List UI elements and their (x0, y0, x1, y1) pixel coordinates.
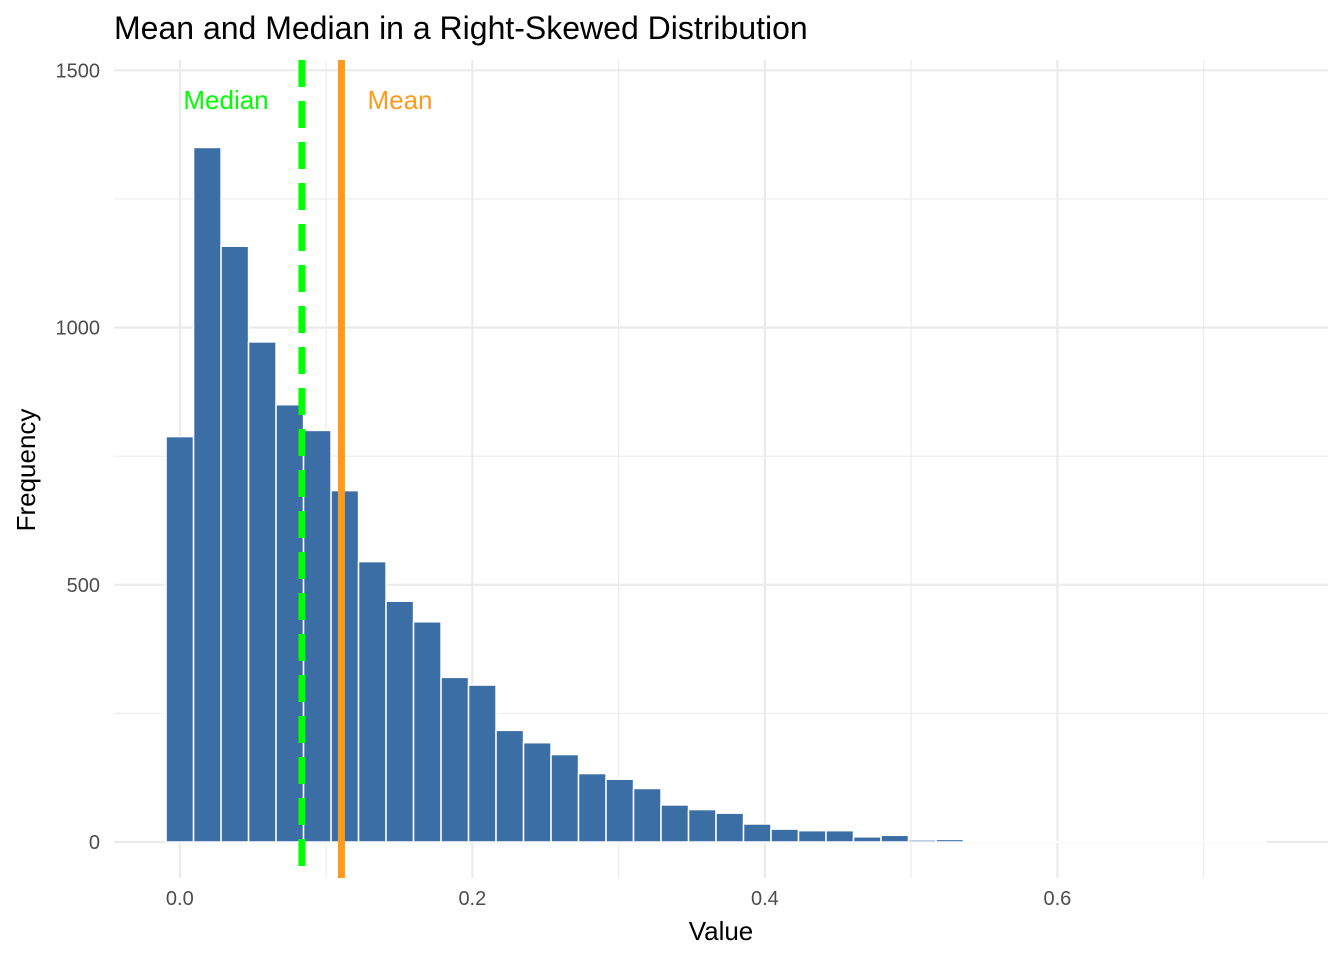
y-tick-label: 0 (89, 832, 100, 854)
histogram-bar (687, 808, 717, 843)
histogram-bar (1127, 840, 1157, 843)
histogram-bar (962, 840, 992, 843)
histogram-bar (1100, 840, 1130, 843)
histogram-bar (247, 341, 277, 843)
histogram-bar (495, 729, 525, 843)
histogram-bars (165, 146, 1267, 843)
x-tick-label: 0.4 (751, 888, 779, 910)
histogram-bar (632, 787, 662, 843)
histogram-bar (1182, 840, 1212, 843)
histogram-bar (165, 435, 195, 843)
reference-lines (298, 60, 345, 878)
histogram-bar (907, 839, 937, 843)
x-axis-title: Value (689, 916, 754, 946)
x-tick-label: 0.6 (1044, 888, 1072, 910)
histogram-bar (412, 621, 442, 843)
histogram-bar (605, 778, 635, 843)
x-tick-label: 0.2 (458, 888, 486, 910)
histogram-bar (990, 840, 1020, 843)
histogram-bar (440, 676, 470, 843)
tick-labels: 0.0 0.2 0.4 0.6 0 500 1000 1500 (56, 60, 1072, 910)
histogram-bar (1017, 840, 1047, 843)
x-tick-label: 0.0 (166, 888, 194, 910)
histogram-bar (1072, 840, 1102, 843)
median-annotation: Median (183, 85, 268, 115)
histogram-bar (935, 838, 965, 843)
histogram-bar (1237, 840, 1267, 843)
y-tick-label: 1000 (56, 318, 101, 340)
y-tick-label: 1500 (56, 60, 101, 82)
histogram-bar (880, 834, 910, 843)
histogram-bar (660, 804, 690, 843)
histogram-bar (852, 836, 882, 843)
histogram-bar (770, 828, 800, 843)
mean-annotation: Mean (367, 85, 432, 115)
histogram-bar (467, 684, 497, 843)
histogram-bar (1155, 840, 1185, 843)
histogram-bar (577, 772, 607, 843)
histogram-bar (825, 829, 855, 843)
histogram-bar (1210, 840, 1240, 843)
histogram-bar (357, 560, 387, 843)
histogram-bar (1045, 840, 1075, 843)
histogram-bar (385, 600, 415, 843)
histogram-bar (220, 245, 250, 843)
histogram-bar (192, 146, 222, 843)
y-axis-title: Frequency (11, 409, 41, 532)
histogram-bar (550, 753, 580, 843)
histogram-bar (742, 823, 772, 843)
histogram-bar (797, 829, 827, 843)
histogram-bar (715, 812, 745, 843)
chart-title: Mean and Median in a Right-Skewed Distri… (114, 10, 808, 46)
histogram-bar (522, 741, 552, 843)
y-tick-label: 500 (67, 575, 100, 597)
histogram-bar (302, 429, 332, 843)
